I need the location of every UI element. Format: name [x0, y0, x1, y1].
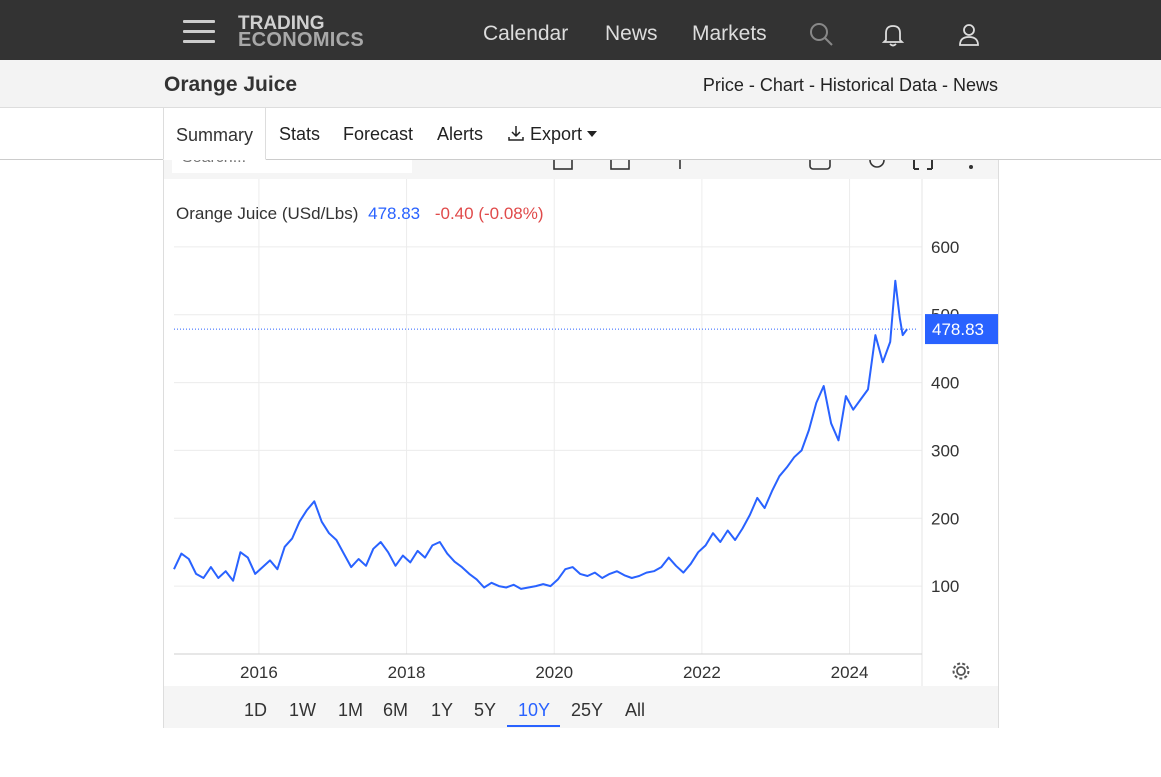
range-5y[interactable]: 5Y [474, 700, 497, 720]
y-tick-label: 400 [931, 374, 959, 393]
nav-markets[interactable]: Markets [692, 22, 767, 45]
page-title: Orange Juice [164, 73, 298, 96]
legend-change: -0.40 (-0.08%) [435, 204, 544, 223]
tab-forecast[interactable]: Forecast [343, 124, 414, 144]
separator: - [743, 75, 760, 95]
range-1w[interactable]: 1W [289, 700, 316, 720]
y-tick-label: 300 [931, 441, 959, 460]
tabs-bar: Summary Stats Forecast Alerts Export [0, 108, 1161, 160]
last-price-tag-bg [925, 314, 998, 345]
y-tick-label: 600 [931, 238, 959, 257]
last-price-tag: 478.83 [925, 314, 998, 345]
range-6m[interactable]: 6M [383, 700, 409, 720]
search-icon[interactable] [808, 21, 834, 47]
nav-news[interactable]: News [605, 22, 658, 45]
nav-calendar[interactable]: Calendar [483, 22, 569, 45]
active-range-underline [507, 725, 560, 727]
chart-legend: Orange Juice (USd/Lbs) 478.83 -0.40 (-0.… [176, 204, 544, 223]
last-price-tag-text: 478.83 [932, 320, 984, 339]
x-tick-label: 2018 [388, 663, 426, 682]
bell-icon[interactable] [880, 21, 906, 47]
range-all[interactable]: All [625, 700, 646, 720]
x-tick-label: 2024 [831, 663, 869, 682]
tab-stats[interactable]: Stats [279, 124, 321, 144]
tab-export-label: Export [530, 124, 583, 144]
more-options-icon[interactable] [960, 149, 982, 171]
top-nav: TRADING ECONOMICS Calendar News Markets [0, 0, 1161, 60]
legend-price: 478.83 [368, 204, 420, 223]
logo-line1: TRADING [238, 13, 325, 34]
x-axis: 2016 2018 2020 2022 2024 [240, 663, 868, 682]
y-tick-label: 100 [931, 577, 959, 596]
site-logo[interactable]: TRADING ECONOMICS [238, 13, 365, 51]
caret-down-icon [587, 131, 598, 137]
separator: - [936, 75, 953, 95]
x-tick-label: 2016 [240, 663, 278, 682]
breadcrumb: Price - Chart - Historical Data - News [703, 75, 998, 96]
range-selector: 1D 1W 1M 6M 1Y 5Y 10Y 25Y All [164, 686, 998, 728]
price-series-line [173, 279, 908, 590]
tab-alerts[interactable]: Alerts [437, 124, 484, 144]
x-tick-label: 2022 [683, 663, 721, 682]
x-tick-label: 2020 [535, 663, 573, 682]
download-icon [508, 126, 524, 141]
range-1d[interactable]: 1D [244, 700, 268, 720]
separator: - [803, 75, 820, 95]
link-price[interactable]: Price [702, 75, 744, 95]
legend-name: Orange Juice (USd/Lbs) [176, 204, 358, 223]
range-1m[interactable]: 1M [338, 700, 364, 720]
logo-line2: ECONOMICS [238, 29, 365, 51]
tab-summary[interactable]: Summary [163, 108, 267, 160]
menu-icon[interactable] [183, 20, 215, 44]
chart-card: 100200300400500600 20162018202020222024 … [163, 140, 999, 728]
price-chart[interactable]: 100200300400500600 20162018202020222024 … [164, 141, 998, 686]
y-tick-label: 200 [931, 509, 959, 528]
tab-export[interactable]: Export [507, 124, 598, 145]
settings-gear-icon[interactable] [952, 662, 970, 680]
user-icon[interactable] [956, 21, 982, 47]
link-chart[interactable]: Chart [759, 75, 804, 95]
y-axis: 100200300400500600 [931, 238, 959, 596]
link-historical-data[interactable]: Historical Data [819, 75, 937, 95]
link-news[interactable]: News [952, 75, 998, 95]
range-25y[interactable]: 25Y [571, 700, 604, 720]
range-1y[interactable]: 1Y [431, 700, 454, 720]
chart-grid [174, 179, 922, 654]
range-10y[interactable]: 10Y [518, 700, 551, 720]
title-bar: Orange Juice Price - Chart - Historical … [0, 60, 1161, 108]
